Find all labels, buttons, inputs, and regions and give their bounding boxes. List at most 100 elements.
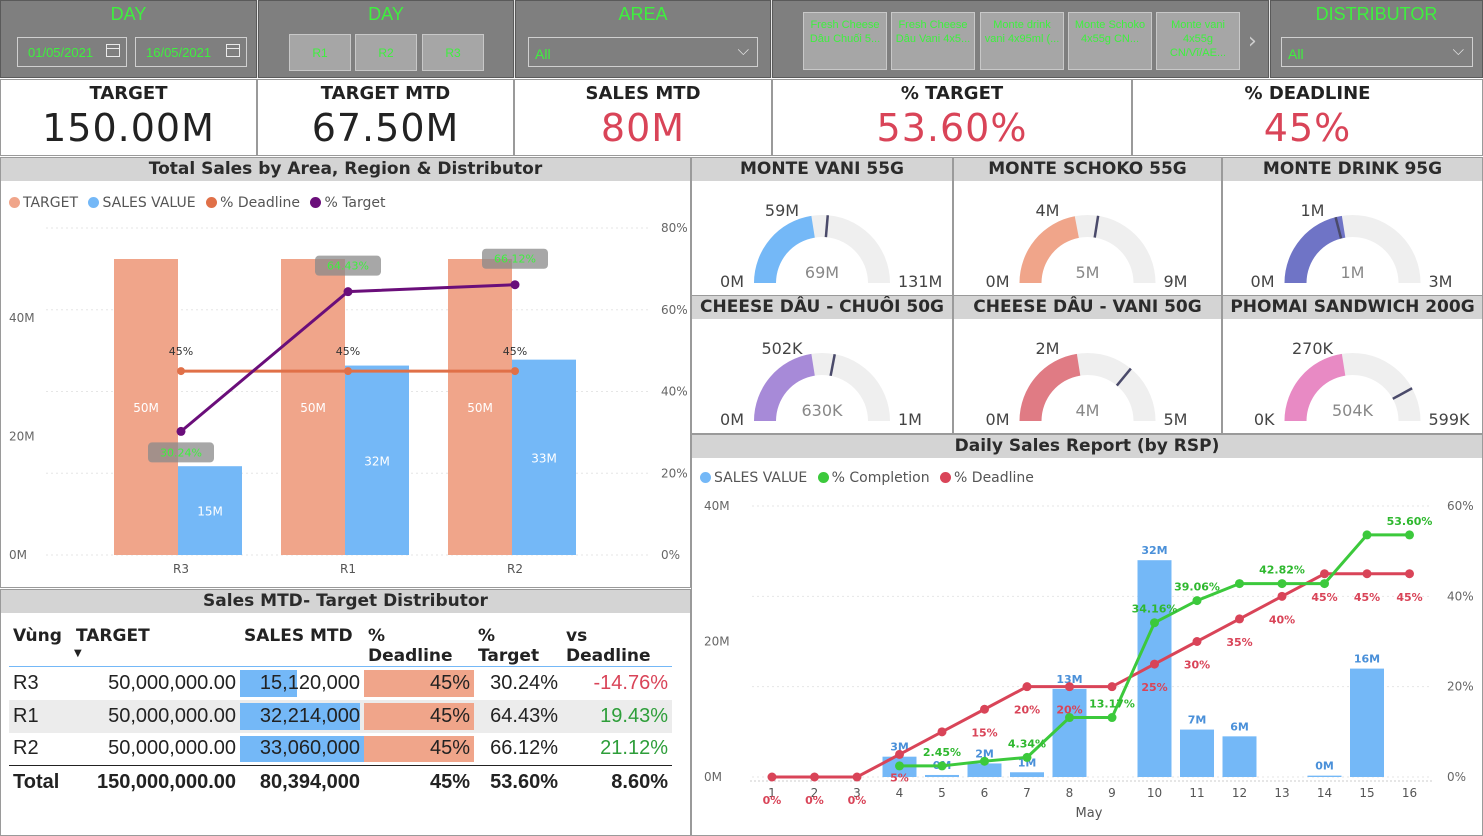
table-row[interactable]: R1 50,000,000.00 32,214,000 45% 64.43% 19.43% [9,699,672,733]
product-button[interactable]: Fresh Cheese Dâu Vani 4x5... [891,12,975,70]
product-button[interactable]: Monte vani 4x55g CN/Vĩ/AE... [1156,12,1240,70]
sales-bar-label: 32M [364,454,390,468]
col-header-target[interactable]: TARGET ▼ [72,624,240,667]
gauge-title: MONTE SCHOKO 55G [954,158,1221,181]
region-button-r2[interactable]: R2 [355,34,417,71]
table-row[interactable]: R2 50,000,000.00 33,060,000 45% 66.12% 21.12% [9,733,672,766]
daily-chart-panel: Daily Sales Report (by RSP) SALES VALUE … [691,434,1483,836]
legend-sales-value[interactable]: SALES VALUE [714,470,808,486]
legend-dot [88,197,100,208]
area-select[interactable]: All ⌵ [528,37,758,67]
y-right-tick: 20% [661,466,688,480]
sales-bar [512,359,576,555]
col-header-region[interactable]: Vùng [13,626,62,646]
legend-pct-target[interactable]: % Target [324,195,386,211]
calendar-icon[interactable] [226,44,240,57]
area-chart-panel: Total Sales by Area, Region & Distributo… [0,157,691,588]
col-header-deadline[interactable]: % Deadline [368,626,453,666]
sales-bar-label: 2M [975,747,994,760]
kpi-value: 67.50M [311,106,460,150]
cell-region: R1 [9,699,72,733]
gauge-min: 0M [720,410,744,429]
gauge-max: 131M [898,272,942,291]
deadline-label: 20% [1014,704,1040,717]
table-total-row: Total 150,000,000.00 80,394,000 45% 53.6… [9,765,672,799]
legend-sales-value[interactable]: SALES VALUE [102,195,196,211]
kpi-value: 53.60% [876,106,1028,150]
sort-desc-icon[interactable]: ▼ [74,648,82,659]
x-tick-label: R2 [507,562,523,576]
cell-sales: 32,214,000 [240,699,364,733]
gauge-target-marker [1115,367,1132,387]
deadline-point [511,367,519,376]
completion-point [1022,752,1032,762]
date-from-value: 01/05/2021 [28,45,94,60]
gauge-svg: 2M 4M 0M 5M [986,339,1188,429]
gauge-min: 0M [986,410,1010,429]
gauge-max: 9M [1164,272,1188,291]
gauge-title: CHEESE DÂU - CHUỐI 50G [692,296,952,319]
deadline-label: 40% [1269,613,1295,626]
region-button-r1[interactable]: R1 [289,34,351,71]
deadline-point [1320,569,1329,579]
gauge-value: 270K [1292,339,1334,358]
area-chart-title: Total Sales by Area, Region & Distributo… [1,158,690,181]
deadline-line [772,572,1410,779]
total-label: Total [9,765,72,799]
completion-point [1150,618,1159,628]
total-target: 150,000,000.00 [72,765,240,799]
col-header-pct-target[interactable]: % Target [478,626,540,666]
legend-target[interactable]: TARGET [23,195,79,211]
distributor-select-value: All [1288,46,1304,62]
gauge-target-marker [829,353,836,377]
date-from-input[interactable]: 01/05/2021 [17,37,127,67]
x-tick-label: 7 [1023,786,1031,800]
x-tick-label: R1 [340,562,356,576]
target-bar-label: 50M [467,401,493,415]
x-tick-label: 2 [811,786,819,800]
legend-dot [9,197,20,208]
legend-deadline[interactable]: % Deadline [954,470,1034,486]
cell-target: 50,000,000.00 [108,737,236,760]
chevron-right-icon[interactable]: › [1248,29,1257,54]
table-row[interactable]: R3 50,000,000.00 15,120,000 45% 30.24% -14.76… [9,666,672,700]
gauge-svg: 4M 5M 0M 9M [986,201,1188,291]
table-body: R3 50,000,000.00 15,120,000 45% 30.24% -14.76… [9,666,672,766]
deadline-point [1235,614,1244,624]
legend-completion[interactable]: % Completion [831,470,930,486]
y-right-tick: 60% [1447,499,1474,513]
gauge-value: 1M [1301,201,1325,220]
legend-deadline[interactable]: % Deadline [220,195,300,211]
product-button[interactable]: Fresh Cheese Dâu Chuối 5... [803,12,887,70]
sales-bar [345,365,409,555]
region-button-r3[interactable]: R3 [422,34,484,71]
distributor-select[interactable]: All ⌵ [1281,37,1473,67]
sales-data-bar [240,670,298,697]
col-header-vs-deadline[interactable]: vs Deadline [566,626,651,666]
table-title: Sales MTD- Target Distributor [1,590,690,613]
gauge-svg: 59M 69M 0M 131M [720,201,942,291]
pct-target-label-bg [482,248,548,269]
date-to-input[interactable]: 16/05/2021 [135,37,247,67]
calendar-icon[interactable] [106,44,120,57]
cell-sales: 15,120,000 [240,667,364,700]
col-header-sales[interactable]: SALES MTD [244,626,353,646]
gauge-target: 504K [1332,401,1374,420]
col-header-target-label: TARGET [76,626,150,646]
daily-chart-title: Daily Sales Report (by RSP) [692,435,1482,458]
product-button[interactable]: Monte Schoko 4x55g CN... [1068,12,1152,70]
product-button[interactable]: Monte drink vani 4x95ml (... [980,12,1064,70]
gauge-title: MONTE VANI 55G [692,158,952,181]
x-tick-label: 14 [1317,786,1332,800]
y-right-tick: 0% [1447,770,1466,784]
gauge-card: MONTE VANI 55G 59M 69M 0M 131M [691,157,953,296]
gauge-title: PHOMAI SANDWICH 200G [1223,296,1482,319]
region-filter-title: DAY [368,4,404,24]
gauge-value: 502K [761,339,803,358]
sales-bar [1010,772,1044,777]
day-range-filter: DAY 01/05/2021 16/05/2021 [0,0,257,78]
gauge-min: 0K [1254,410,1275,429]
sales-bar-label: 13M [1056,673,1082,686]
x-tick-label: 6 [981,786,989,800]
